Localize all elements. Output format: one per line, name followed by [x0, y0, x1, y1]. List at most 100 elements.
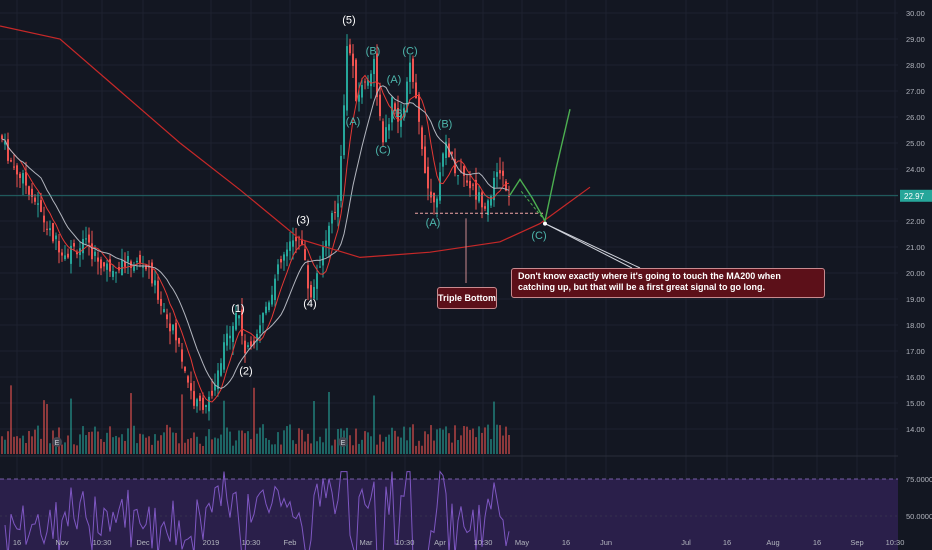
rsi-band: [0, 479, 898, 550]
volume-bar: [265, 438, 267, 454]
candle-body: [40, 200, 42, 212]
price-tick-label: 18.00: [906, 321, 925, 330]
candle-body: [208, 396, 210, 412]
candle-body: [325, 240, 327, 247]
candle-body: [367, 80, 369, 86]
volume-bar: [478, 426, 480, 454]
volume-bar: [61, 444, 63, 454]
candle-body: [154, 280, 156, 286]
volume-bar: [424, 431, 426, 454]
wave-labels: (1) (2) (3) (4) (5) (A) (B) (C) (A) (B) (C) (B) (A) (…: [231, 14, 546, 377]
candle-body: [73, 243, 75, 247]
volume-bar: [493, 401, 495, 454]
candle-body: [127, 256, 129, 262]
candle-body: [58, 240, 60, 253]
time-tick-label: 10:30: [93, 538, 112, 547]
volume-bar: [331, 445, 333, 454]
candle-body: [43, 215, 45, 223]
volume-bar: [157, 440, 159, 454]
volume-bar: [7, 431, 9, 454]
volume-bar: [481, 432, 483, 454]
candle-body: [259, 325, 261, 334]
volume-bar: [19, 438, 21, 454]
candle-body: [262, 312, 264, 323]
candle-body: [364, 81, 366, 83]
ma-long-line: [1, 85, 510, 389]
candle-body: [430, 191, 432, 198]
candle-body: [454, 159, 456, 174]
volume-bar: [451, 442, 453, 454]
candle-body: [403, 107, 405, 116]
candle-body: [70, 245, 72, 264]
candle-body: [268, 302, 270, 311]
volume-bar: [364, 431, 366, 454]
earnings-marker: [338, 437, 348, 447]
candle-body: [55, 235, 57, 240]
candle-body: [241, 309, 243, 336]
candle-body: [166, 314, 168, 320]
volume-bar: [505, 426, 507, 454]
price-axis: 30.0029.0028.0027.0026.0025.0024.0023.00…: [906, 9, 925, 434]
volume-bar: [25, 443, 27, 454]
candle-body: [157, 280, 159, 300]
wave-label: (C): [531, 230, 546, 242]
volume-bar: [439, 428, 441, 454]
candle-body: [31, 188, 33, 197]
volume-bar: [376, 444, 378, 454]
price-tick-label: 15.00: [906, 399, 925, 408]
candle-body: [199, 395, 201, 402]
candle-body: [397, 108, 399, 122]
candle-body: [235, 313, 237, 330]
candle-body: [484, 206, 486, 209]
candle-body: [202, 397, 204, 410]
candle-body: [115, 272, 117, 274]
candle-body: [457, 175, 459, 177]
volume-bar: [208, 429, 210, 454]
volume-bar: [133, 425, 135, 454]
volume-bar: [454, 425, 456, 454]
candle-body: [172, 324, 174, 331]
candle-body: [112, 270, 114, 277]
volume-bar: [433, 440, 435, 454]
candle-body: [406, 81, 408, 113]
volume-bar: [28, 431, 30, 454]
volume-bar: [373, 395, 375, 454]
volume-bar: [430, 425, 432, 454]
candle-body: [265, 306, 267, 314]
wave-label: (C): [402, 46, 417, 58]
volume-bar: [211, 439, 213, 454]
note-pointer: [544, 223, 633, 269]
candle-body: [421, 127, 423, 150]
volume-bar: [367, 432, 369, 454]
volume-bar: [124, 440, 126, 454]
candle-body: [133, 266, 135, 271]
time-tick-label: 2019: [203, 538, 220, 547]
volume-bar: [379, 434, 381, 454]
volume-bar: [205, 436, 207, 454]
candle-body: [160, 298, 162, 306]
volume-bar: [190, 438, 192, 454]
volume-bar: [421, 445, 423, 454]
candle-body: [445, 141, 447, 159]
candle-body: [343, 105, 345, 156]
candle-body: [274, 278, 276, 301]
volume-bar: [472, 428, 474, 454]
price-tick-label: 16.00: [906, 373, 925, 382]
time-tick-label: Mar: [360, 538, 373, 547]
note-pointer: [544, 223, 641, 269]
candle-body: [352, 53, 354, 66]
projection-line: [509, 109, 571, 223]
earnings-label: E: [341, 440, 346, 447]
candle-body: [178, 337, 180, 344]
candle-body: [67, 253, 69, 258]
volume-bar: [91, 431, 93, 454]
time-tick-label: 10:30: [886, 538, 905, 547]
candle-body: [52, 223, 54, 242]
volume-bar: [466, 426, 468, 454]
volume-bar: [442, 429, 444, 454]
volume-bar: [94, 426, 96, 454]
wave-label: (4): [303, 298, 316, 310]
volume-bar: [166, 424, 168, 454]
